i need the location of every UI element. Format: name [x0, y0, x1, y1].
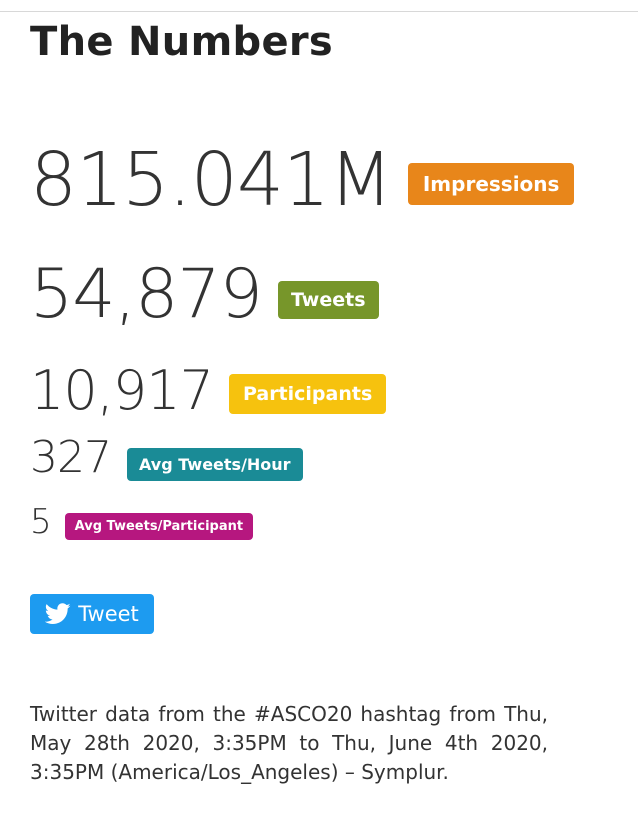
tweets-badge: Tweets: [277, 281, 379, 319]
data-source-description: Twitter data from the #ASCO20 hashtag fr…: [30, 702, 548, 784]
avg-tweets-participant-badge: Avg Tweets/Participant: [64, 512, 254, 540]
stat-participants: 10,917 Participants: [30, 359, 387, 422]
impressions-badge: Impressions: [407, 163, 575, 205]
stat-value: 10,917: [30, 359, 214, 422]
stat-value: 815.041M: [30, 137, 393, 223]
tweet-button-label: Tweet: [78, 602, 139, 626]
stat-avg-tweets-participant: 5 Avg Tweets/Participant: [30, 502, 254, 542]
stat-value: 327: [30, 432, 112, 483]
top-divider: [0, 11, 638, 12]
stat-value: 5: [30, 502, 52, 542]
stat-tweets: 54,879 Tweets: [30, 256, 379, 334]
stat-impressions: 815.041M Impressions: [30, 137, 575, 223]
avg-tweets-hour-badge: Avg Tweets/Hour: [126, 447, 303, 481]
twitter-bird-icon: [45, 603, 71, 625]
participants-badge: Participants: [228, 374, 387, 414]
tweet-button[interactable]: Tweet: [30, 594, 154, 634]
stat-value: 54,879: [30, 255, 263, 334]
page-title: The Numbers: [30, 19, 334, 65]
stat-avg-tweets-hour: 327 Avg Tweets/Hour: [30, 432, 303, 484]
